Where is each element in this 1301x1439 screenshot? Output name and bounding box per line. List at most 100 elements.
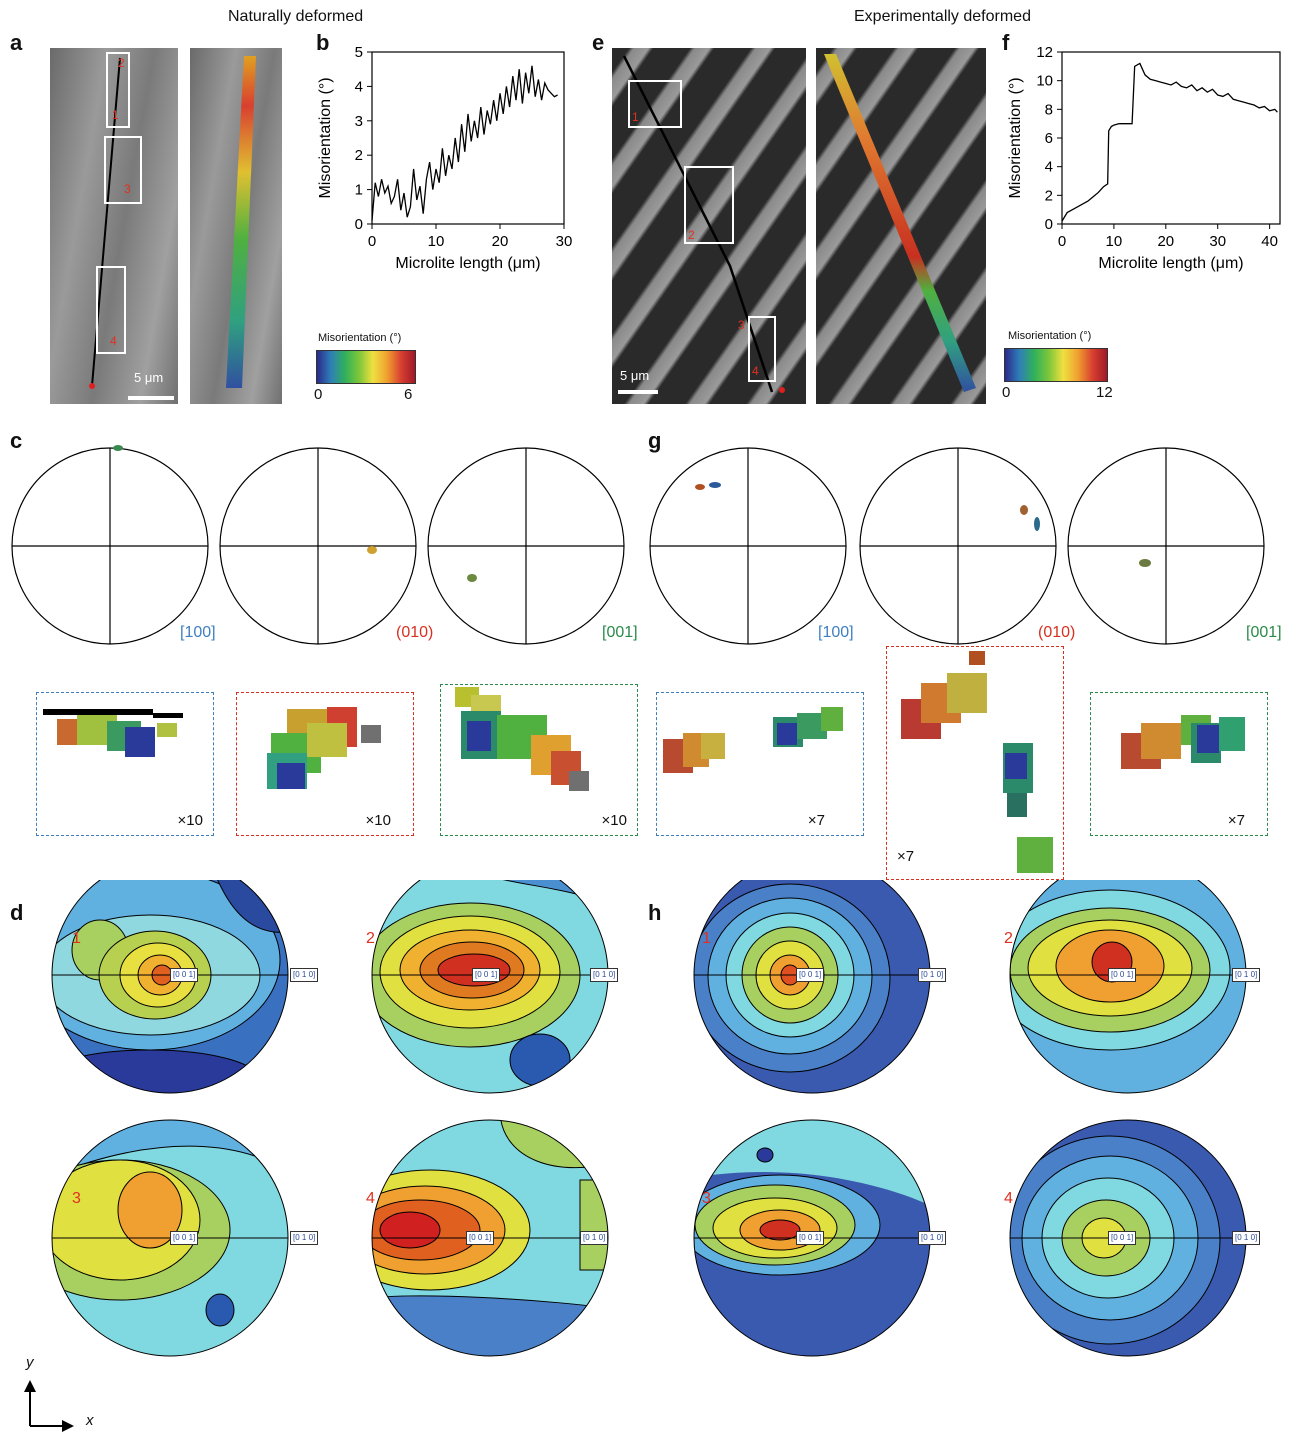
panel-letter-e: e (592, 30, 605, 55)
contour-figures (51, 880, 1247, 1357)
pole-label-g-001: [001] (1246, 624, 1282, 641)
scale-text-e: 5 μm (620, 368, 650, 383)
colorbar-e-max: 12 (1096, 384, 1113, 401)
y-tick-label: 6 (1045, 130, 1053, 147)
pole-cluster-g-010b (1034, 517, 1040, 531)
scale-bar-a (128, 396, 174, 400)
zoom-inset-c-100: ×10 (36, 692, 214, 836)
dir-label-h4-001: [0 0 1] (1108, 1231, 1137, 1245)
y-tick-label: 8 (1045, 101, 1053, 118)
colorbar-a-max: 6 (404, 386, 413, 403)
zoom-factor-c-001: ×10 (601, 812, 627, 829)
x-tick-label: 30 (556, 233, 573, 250)
box-label-a-4: 4 (110, 334, 117, 348)
colorbar-e (1004, 348, 1108, 382)
pole-label-g-010: (010) (1038, 624, 1076, 641)
zoom-factor-c-100: ×10 (177, 812, 203, 829)
pole-cluster-c-010 (367, 546, 377, 554)
box-label-e-3: 3 (738, 318, 745, 332)
panel-letter-b: b (316, 30, 330, 55)
x-tick-label: 40 (1261, 233, 1278, 250)
zoom-factor-c-010: ×10 (365, 812, 391, 829)
panel-letter-d: d (10, 900, 24, 925)
y-tick-label: 4 (1045, 159, 1053, 176)
dir-label-h3-001: [0 0 1] (796, 1231, 825, 1245)
dir-label-d1-010: [0 1 0] (290, 968, 319, 982)
y-tick-label: 2 (1045, 187, 1053, 204)
dir-label-d4-010: [0 1 0] (580, 1231, 609, 1245)
panel-letter-f: f (1002, 30, 1010, 55)
colorbar-e-title: Misorientation (°) (1008, 330, 1092, 342)
panel-letter-a: a (10, 30, 23, 55)
x-tick-label: 10 (1106, 233, 1123, 250)
contour-d4 (372, 1120, 608, 1356)
contour-num-h4: 4 (1004, 1190, 1013, 1207)
zoom-box-e-4 (748, 316, 776, 382)
colorbar-a-title: Misorientation (°) (318, 332, 402, 344)
zoom-inset-g-001: ×7 (1090, 692, 1268, 836)
pole-cluster-g-010a (1020, 505, 1028, 515)
colorbar-a-min: 0 (314, 386, 323, 403)
dir-label-h2-010: [0 1 0] (1232, 968, 1261, 982)
pole-figures-c (11, 445, 625, 645)
box-label-a-2: 2 (118, 56, 125, 70)
box-label-e-4: 4 (752, 364, 759, 378)
scale-text-a: 5 μm (134, 370, 164, 385)
scale-bar-e (618, 390, 658, 394)
zoom-box-e-2 (684, 166, 734, 244)
pole-label-c-100: [100] (180, 624, 216, 641)
plot-frame (371, 51, 565, 225)
dir-label-h3-010: [0 1 0] (918, 1231, 947, 1245)
y-axis-label: Misorientation (°) (1007, 77, 1024, 198)
x-tick-label: 20 (492, 233, 509, 250)
dir-label-d3-010: [0 1 0] (290, 1231, 319, 1245)
box-label-a-3: 3 (124, 182, 131, 196)
header-naturally-deformed: Naturally deformed (228, 8, 364, 25)
chart-f: 0 10 20 30 40 0 2 4 6 8 10 12 Microlite length (μm) M… (1007, 44, 1281, 272)
pole-cluster-g-100a (695, 484, 705, 490)
zoom-box-a-3 (104, 136, 142, 204)
chart-b: 0 10 20 30 0 1 2 3 4 5 Microlite length (μm) Misori… (317, 44, 573, 272)
microlite-image-a-map (190, 48, 282, 404)
contour-num-h3: 3 (702, 1190, 711, 1207)
y-tick-label: 5 (355, 44, 363, 61)
dir-label-d4-001: [0 0 1] (466, 1231, 495, 1245)
x-tick-label: 20 (1157, 233, 1174, 250)
zoom-box-e-1 (628, 80, 682, 128)
microlite-image-e-map (816, 48, 986, 404)
dir-label-h1-001: [0 0 1] (796, 968, 825, 982)
dir-label-d2-010: [0 1 0] (590, 968, 619, 982)
zoom-inset-g-100: ×7 (656, 692, 864, 836)
box-label-e-1: 1 (632, 110, 639, 124)
xy-axes-icon (24, 1380, 74, 1432)
plot-frame (1061, 51, 1281, 225)
pole-label-g-100: [100] (818, 624, 854, 641)
y-tick-label: 1 (355, 182, 363, 199)
contour-d2 (372, 880, 608, 1093)
series-line (1061, 62, 1278, 222)
dir-label-h4-010: [0 1 0] (1232, 1231, 1261, 1245)
x-tick-label: 30 (1209, 233, 1226, 250)
dir-label-h1-010: [0 1 0] (918, 968, 947, 982)
dir-label-d3-001: [0 0 1] (170, 1231, 199, 1245)
y-axis-label: Misorientation (°) (317, 77, 334, 198)
dir-label-d2-001: [0 0 1] (472, 968, 501, 982)
contour-num-d4: 4 (366, 1190, 375, 1207)
box-label-e-2: 2 (688, 228, 695, 242)
zoom-factor-g-100: ×7 (807, 812, 825, 829)
y-tick-label: 10 (1036, 73, 1053, 90)
axis-label-y: y (26, 1354, 34, 1371)
y-tick-label: 2 (355, 147, 363, 164)
header-experimentally-deformed: Experimentally deformed (854, 8, 1031, 25)
box-label-a-1: 1 (112, 108, 119, 122)
pole-cluster-c-001 (467, 574, 477, 582)
y-tick-label: 12 (1036, 44, 1053, 61)
zoom-box-a-1 (106, 52, 130, 128)
x-tick-label: 0 (368, 233, 376, 250)
series-line (371, 65, 558, 221)
x-tick-label: 0 (1058, 233, 1066, 250)
contour-num-h1: 1 (702, 930, 711, 947)
y-tick-label: 0 (1045, 216, 1053, 233)
dir-label-h2-001: [0 0 1] (1108, 968, 1137, 982)
y-tick-label: 0 (355, 216, 363, 233)
